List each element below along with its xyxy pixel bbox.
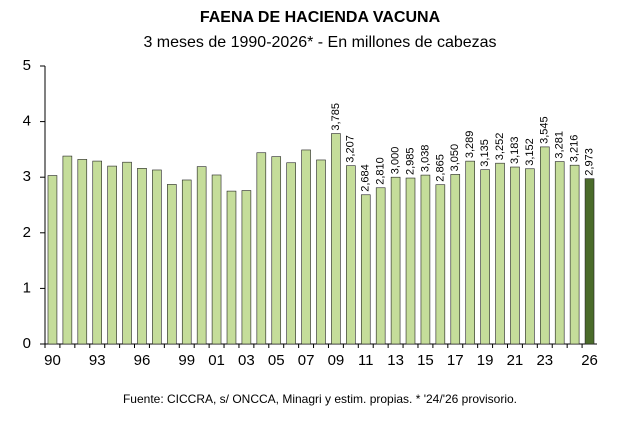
bar bbox=[62, 155, 73, 345]
bar bbox=[569, 164, 580, 345]
x-tick-label: 07 bbox=[298, 352, 315, 369]
bar bbox=[554, 161, 565, 345]
bar bbox=[420, 174, 431, 345]
x-tick-label: 21 bbox=[507, 352, 524, 369]
bar bbox=[256, 152, 267, 345]
bar bbox=[450, 174, 461, 345]
bar bbox=[510, 166, 520, 345]
x-tick-label: 01 bbox=[208, 352, 225, 369]
chart-subtitle: 3 meses de 1990-2026* - En millones de c… bbox=[143, 34, 496, 51]
footnote: Fuente: CICCRA, s/ ONCCA, Minagri y esti… bbox=[123, 392, 517, 406]
value-label: 3,545 bbox=[539, 116, 551, 144]
bar bbox=[375, 187, 386, 345]
bar bbox=[435, 184, 446, 345]
value-label: 2,865 bbox=[434, 154, 446, 182]
bar bbox=[525, 168, 535, 345]
y-tick-label: 1 bbox=[23, 279, 31, 296]
value-label: 3,281 bbox=[554, 131, 566, 159]
bar bbox=[301, 149, 311, 345]
y-tick-label: 3 bbox=[23, 168, 31, 185]
bar bbox=[167, 184, 177, 345]
bar bbox=[107, 165, 117, 345]
x-tick-label: 99 bbox=[178, 352, 195, 369]
y-tick-label: 4 bbox=[23, 113, 31, 130]
value-label: 2,810 bbox=[375, 157, 387, 185]
bar bbox=[47, 175, 58, 345]
bar bbox=[92, 160, 102, 345]
bar bbox=[181, 179, 192, 345]
value-label: 3,050 bbox=[449, 144, 461, 172]
value-label: 3,785 bbox=[330, 103, 342, 131]
bar bbox=[211, 174, 222, 345]
x-tick-label: 26 bbox=[581, 352, 598, 369]
value-label: 2,985 bbox=[404, 148, 416, 176]
bar bbox=[584, 178, 595, 345]
x-tick-label: 96 bbox=[134, 352, 151, 369]
y-tick-label: 5 bbox=[23, 57, 31, 74]
value-label: 2,973 bbox=[583, 148, 595, 176]
bar bbox=[241, 190, 252, 345]
bar bbox=[316, 159, 326, 345]
value-label: 3,207 bbox=[345, 135, 357, 163]
value-label: 3,289 bbox=[464, 131, 476, 159]
bar bbox=[331, 133, 341, 345]
value-label: 3,252 bbox=[494, 133, 506, 161]
y-tick-label: 2 bbox=[23, 224, 31, 241]
bar bbox=[495, 162, 505, 345]
x-tick-label: 13 bbox=[387, 352, 404, 369]
value-label: 2,684 bbox=[360, 164, 372, 192]
bar bbox=[360, 194, 371, 345]
value-label: 3,152 bbox=[524, 138, 536, 166]
bar bbox=[122, 161, 132, 345]
bar bbox=[465, 160, 475, 345]
x-tick-label: 23 bbox=[536, 352, 553, 369]
bar bbox=[77, 159, 88, 345]
value-label: 3,000 bbox=[390, 147, 402, 175]
x-tick-label: 90 bbox=[44, 352, 61, 369]
x-tick-label: 11 bbox=[358, 352, 374, 369]
value-label: 3,183 bbox=[509, 136, 521, 164]
x-tick-label: 17 bbox=[447, 352, 464, 369]
bar bbox=[480, 169, 490, 345]
chart-title: FAENA DE HACIENDA VACUNA bbox=[200, 9, 441, 26]
value-label: 3,038 bbox=[419, 145, 431, 173]
bar bbox=[152, 169, 162, 345]
bar bbox=[271, 156, 282, 345]
bar bbox=[137, 168, 147, 345]
x-tick-label: 93 bbox=[89, 352, 106, 369]
x-tick-label: 19 bbox=[477, 352, 494, 369]
x-tick-label: 15 bbox=[417, 352, 434, 369]
bar bbox=[346, 165, 356, 345]
value-label: 3,216 bbox=[569, 135, 581, 163]
bar bbox=[540, 146, 550, 345]
value-label: 3,135 bbox=[479, 139, 491, 167]
bar bbox=[196, 166, 207, 345]
bar bbox=[226, 190, 237, 345]
bar bbox=[390, 176, 401, 345]
bar bbox=[405, 177, 416, 345]
x-tick-label: 09 bbox=[328, 352, 345, 369]
bar bbox=[286, 162, 296, 345]
y-tick-label: 0 bbox=[23, 335, 31, 352]
x-tick-label: 03 bbox=[238, 352, 255, 369]
x-tick-label: 05 bbox=[268, 352, 285, 369]
